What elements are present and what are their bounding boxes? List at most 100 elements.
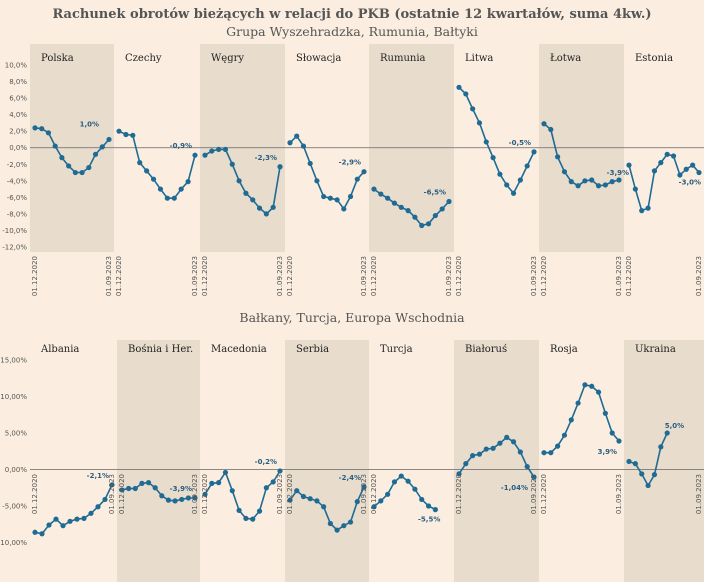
x-tick-label-0-4-last: 01.09.2023 bbox=[445, 256, 453, 296]
data-point-1-6-9 bbox=[602, 410, 608, 416]
y-tick-label-0-7: -4,0% bbox=[7, 177, 28, 185]
data-point-1-5-3 bbox=[476, 451, 483, 457]
data-point-0-5-11 bbox=[531, 149, 537, 155]
data-point-1-0-1 bbox=[39, 531, 45, 537]
data-point-1-7-6 bbox=[664, 430, 670, 436]
data-point-1-3-9 bbox=[347, 519, 354, 525]
series-name-1-6: Rosja bbox=[550, 344, 578, 355]
series-name-1-4: Turcja bbox=[380, 344, 413, 355]
x-tick-label-1-6-first: 01.12.2020 bbox=[540, 474, 548, 514]
chart-subtitle-bottom: Bałkany, Turcja, Europa Wschodnia bbox=[239, 310, 465, 325]
data-point-0-6-2 bbox=[555, 154, 561, 160]
data-point-0-4-1 bbox=[378, 191, 384, 197]
x-tick-label-0-5-first: 01.12.2020 bbox=[455, 256, 463, 296]
data-point-1-6-11 bbox=[616, 438, 622, 444]
data-point-1-2-8 bbox=[256, 508, 263, 514]
data-point-1-0-10 bbox=[102, 496, 108, 503]
data-point-0-5-7 bbox=[504, 182, 510, 188]
data-point-1-6-2 bbox=[555, 443, 561, 449]
x-tick-label-0-0-first: 01.12.2020 bbox=[31, 256, 39, 296]
data-point-0-3-11 bbox=[361, 169, 367, 175]
data-point-1-5-0 bbox=[456, 471, 462, 477]
data-point-0-5-10 bbox=[524, 163, 530, 169]
series-name-0-0: Polska bbox=[41, 53, 74, 64]
data-point-1-1-4 bbox=[145, 480, 152, 486]
data-point-0-1-1 bbox=[123, 131, 129, 138]
data-point-0-0-5 bbox=[66, 163, 72, 169]
data-point-1-1-11 bbox=[192, 495, 198, 501]
data-point-0-5-1 bbox=[463, 91, 469, 97]
data-point-1-7-2 bbox=[639, 471, 645, 477]
data-point-1-1-6 bbox=[159, 493, 165, 499]
y-tick-label-1-4: -5,00% bbox=[2, 503, 27, 511]
data-point-0-6-7 bbox=[589, 177, 595, 183]
x-tick-label-0-7-last: 01.09.2023 bbox=[695, 256, 703, 296]
data-point-1-4-6 bbox=[412, 486, 418, 492]
data-point-0-7-4 bbox=[651, 168, 658, 174]
data-label-1-3: -2,4% bbox=[339, 474, 361, 482]
x-tick-label-0-0-last: 01.09.2023 bbox=[105, 256, 113, 296]
panel-shade-1-7 bbox=[624, 340, 704, 582]
data-point-1-2-7 bbox=[250, 516, 256, 522]
data-point-0-3-8 bbox=[341, 206, 347, 212]
data-point-1-0-5 bbox=[67, 518, 73, 524]
data-point-1-3-3 bbox=[307, 496, 313, 502]
data-point-0-7-2 bbox=[639, 208, 645, 214]
series-name-0-7: Estonia bbox=[635, 53, 673, 64]
data-point-1-3-2 bbox=[300, 493, 307, 500]
data-point-1-2-1 bbox=[209, 480, 215, 486]
data-point-0-3-1 bbox=[294, 133, 300, 139]
data-point-1-1-8 bbox=[172, 498, 178, 504]
x-tick-label-1-7-last: 01.09.2023 bbox=[695, 474, 703, 514]
data-point-0-3-4 bbox=[314, 178, 320, 184]
data-point-0-6-5 bbox=[575, 183, 581, 189]
data-point-1-2-10 bbox=[270, 479, 276, 485]
data-point-0-0-3 bbox=[52, 143, 58, 149]
data-point-0-2-9 bbox=[263, 211, 269, 217]
x-tick-label-1-1-first: 01.12.2020 bbox=[118, 474, 126, 514]
data-point-1-1-0 bbox=[119, 487, 125, 493]
data-point-0-4-0 bbox=[371, 186, 377, 192]
x-tick-label-0-1-first: 01.12.2020 bbox=[115, 256, 123, 296]
data-point-0-4-5 bbox=[405, 208, 411, 214]
data-point-1-6-7 bbox=[589, 383, 595, 389]
data-point-1-1-7 bbox=[165, 497, 172, 503]
data-point-0-2-8 bbox=[256, 205, 263, 211]
data-point-1-5-9 bbox=[517, 449, 523, 455]
x-tick-label-1-6-last: 01.09.2023 bbox=[615, 474, 623, 514]
y-tick-label-1-0: 15,00% bbox=[0, 357, 27, 365]
x-tick-label-0-6-last: 01.09.2023 bbox=[615, 256, 623, 296]
x-tick-label-1-3-last: 01.09.2023 bbox=[360, 474, 368, 514]
data-point-0-5-2 bbox=[470, 106, 476, 112]
data-point-1-6-5 bbox=[575, 400, 581, 406]
data-point-1-7-1 bbox=[632, 461, 638, 467]
data-point-1-5-4 bbox=[483, 446, 489, 452]
data-point-1-2-5 bbox=[236, 507, 242, 513]
data-point-0-7-1 bbox=[632, 186, 638, 192]
data-point-0-0-2 bbox=[45, 130, 52, 136]
data-point-0-1-11 bbox=[192, 152, 198, 158]
x-tick-label-0-3-first: 01.12.2020 bbox=[286, 256, 294, 296]
data-point-0-1-2 bbox=[130, 132, 136, 138]
data-point-1-4-2 bbox=[385, 491, 391, 497]
data-point-0-0-1 bbox=[39, 126, 45, 132]
y-tick-label-0-1: 8,0% bbox=[9, 78, 27, 86]
data-point-0-3-10 bbox=[354, 176, 360, 182]
series-line-1-4 bbox=[373, 475, 436, 511]
data-point-1-1-9 bbox=[179, 496, 185, 503]
data-point-0-4-4 bbox=[398, 204, 404, 210]
panel-shade-1-1 bbox=[117, 340, 200, 582]
data-point-0-0-0 bbox=[32, 125, 38, 131]
data-point-1-6-3 bbox=[561, 432, 568, 438]
series-line-1-0 bbox=[34, 484, 113, 535]
data-point-1-2-9 bbox=[263, 485, 269, 491]
data-point-0-4-6 bbox=[412, 214, 418, 220]
data-point-0-0-11 bbox=[106, 136, 112, 143]
data-point-0-0-8 bbox=[86, 164, 92, 171]
data-label-0-7: -3,0% bbox=[679, 179, 701, 187]
data-point-1-4-3 bbox=[391, 479, 398, 485]
data-point-0-1-7 bbox=[164, 195, 170, 201]
data-point-1-2-11 bbox=[277, 468, 283, 474]
data-point-0-3-7 bbox=[334, 197, 340, 203]
